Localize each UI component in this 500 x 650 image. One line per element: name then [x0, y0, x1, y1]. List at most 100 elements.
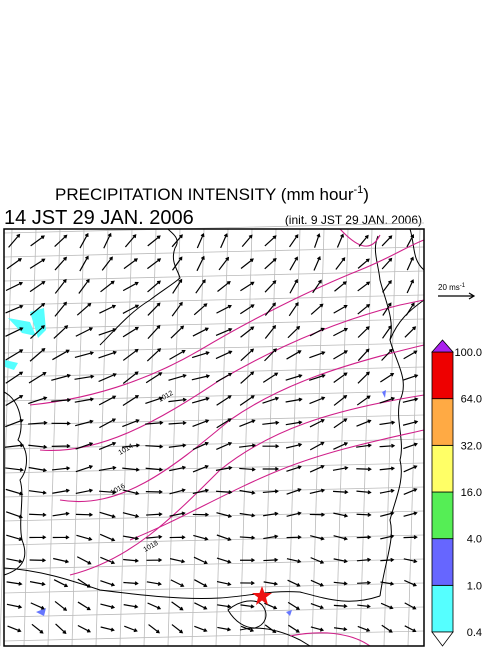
- wind-arrow: [75, 327, 94, 337]
- wind-arrow: [121, 443, 141, 448]
- wind-arrow: [379, 466, 396, 471]
- wind-arrow: [286, 350, 302, 360]
- wind-arrow: [194, 579, 208, 588]
- parallel: [3, 390, 425, 402]
- meridian: [191, 228, 205, 647]
- parallel: [3, 630, 425, 642]
- wind-arrow: [357, 580, 372, 585]
- wind-arrow: [215, 350, 233, 360]
- wind-arrow: [54, 278, 67, 294]
- wind-arrow: [333, 327, 349, 337]
- wind-arrow: [240, 604, 255, 609]
- wind-arrow: [403, 442, 418, 450]
- wind-arrow: [240, 625, 255, 632]
- wind-arrow: [216, 441, 233, 450]
- valid-time: 14 JST 29 JAN. 2006: [4, 207, 194, 229]
- wind-arrow: [404, 326, 417, 338]
- wind-arrow: [148, 624, 160, 634]
- wind-arrow: [334, 281, 347, 292]
- wind-arrow: [169, 535, 186, 540]
- wind-arrow: [286, 558, 302, 564]
- colorbar-label: 100.0: [454, 347, 482, 359]
- parallel: [3, 558, 425, 570]
- wind-arrow: [215, 372, 233, 383]
- meridian: [95, 228, 109, 647]
- wind-arrow: [192, 512, 210, 517]
- wind-arrow: [357, 326, 370, 338]
- wind-arrow: [288, 302, 299, 317]
- wind-arrow: [168, 373, 187, 381]
- wind-arrow: [6, 581, 23, 586]
- wind-arrow: [333, 558, 348, 564]
- parallel: [3, 222, 425, 234]
- wind-arrow: [4, 443, 25, 448]
- wind-arrow: [239, 467, 256, 472]
- colorbar-label: 4.0: [467, 534, 482, 546]
- wind-arrow: [402, 420, 419, 426]
- wind-arrow: [381, 348, 393, 361]
- wind-arrow: [122, 419, 140, 428]
- wind-arrow: [122, 489, 140, 496]
- wind-arrow: [28, 466, 48, 473]
- wind-arrow: [287, 624, 300, 633]
- wind-arrow: [382, 279, 392, 293]
- wind-arrow: [191, 396, 210, 404]
- wind-vectors: [4, 232, 419, 635]
- wind-arrow: [406, 256, 414, 271]
- wind-arrow: [309, 465, 325, 473]
- colorbar-segment: [431, 351, 454, 400]
- wind-arrow: [5, 511, 23, 519]
- colorbar-under: [431, 631, 454, 647]
- wind-arrow: [216, 580, 232, 586]
- wind-arrow: [98, 373, 117, 383]
- wind-arrow: [403, 535, 418, 540]
- wind-arrow: [357, 303, 371, 315]
- wind-arrow: [264, 624, 277, 634]
- wind-arrow: [262, 489, 279, 494]
- wind-arrow: [310, 557, 325, 564]
- meridian: [359, 228, 373, 647]
- wind-arrow: [30, 325, 45, 339]
- wind-arrow: [217, 280, 231, 292]
- wind-arrow: [333, 490, 349, 495]
- wind-arrow: [333, 304, 348, 314]
- title-close: ): [363, 185, 369, 204]
- wind-arrow: [191, 374, 211, 381]
- wind-arrow: [123, 604, 139, 609]
- wind-arrow: [123, 258, 138, 270]
- wind-arrow: [54, 600, 68, 611]
- wind-arrow: [240, 258, 254, 269]
- wind-arrow: [52, 535, 70, 540]
- wind-arrow: [169, 465, 187, 472]
- wind-arrow: [333, 535, 348, 541]
- wind-arrow: [286, 488, 302, 495]
- wind-arrow: [312, 279, 322, 294]
- wind-arrow: [333, 581, 348, 586]
- wind-arrow: [147, 258, 162, 270]
- wind-arrow: [309, 512, 326, 517]
- wind-arrow: [100, 580, 116, 587]
- wind-arrow: [240, 558, 256, 563]
- wind-arrow: [145, 489, 163, 495]
- wind-arrow: [381, 624, 393, 633]
- coastline: [227, 600, 267, 629]
- wind-arrow: [98, 465, 117, 472]
- wind-arrow: [29, 512, 47, 517]
- meridian: [23, 228, 37, 647]
- wind-arrow: [74, 374, 95, 380]
- wind-arrow: [192, 441, 209, 451]
- wind-arrow: [51, 373, 72, 381]
- wind-arrow: [122, 535, 140, 541]
- wind-arrow: [239, 304, 255, 315]
- parallel: [3, 582, 425, 594]
- wind-arrow: [5, 349, 24, 361]
- graticule: [0, 222, 425, 647]
- wind-arrow: [309, 488, 326, 495]
- wind-arrow: [98, 350, 117, 359]
- wind-arrow: [147, 324, 161, 340]
- meridian: [407, 228, 421, 647]
- wind-arrow: [74, 351, 95, 358]
- wind-arrow: [122, 512, 140, 518]
- wind-arrow: [122, 371, 139, 384]
